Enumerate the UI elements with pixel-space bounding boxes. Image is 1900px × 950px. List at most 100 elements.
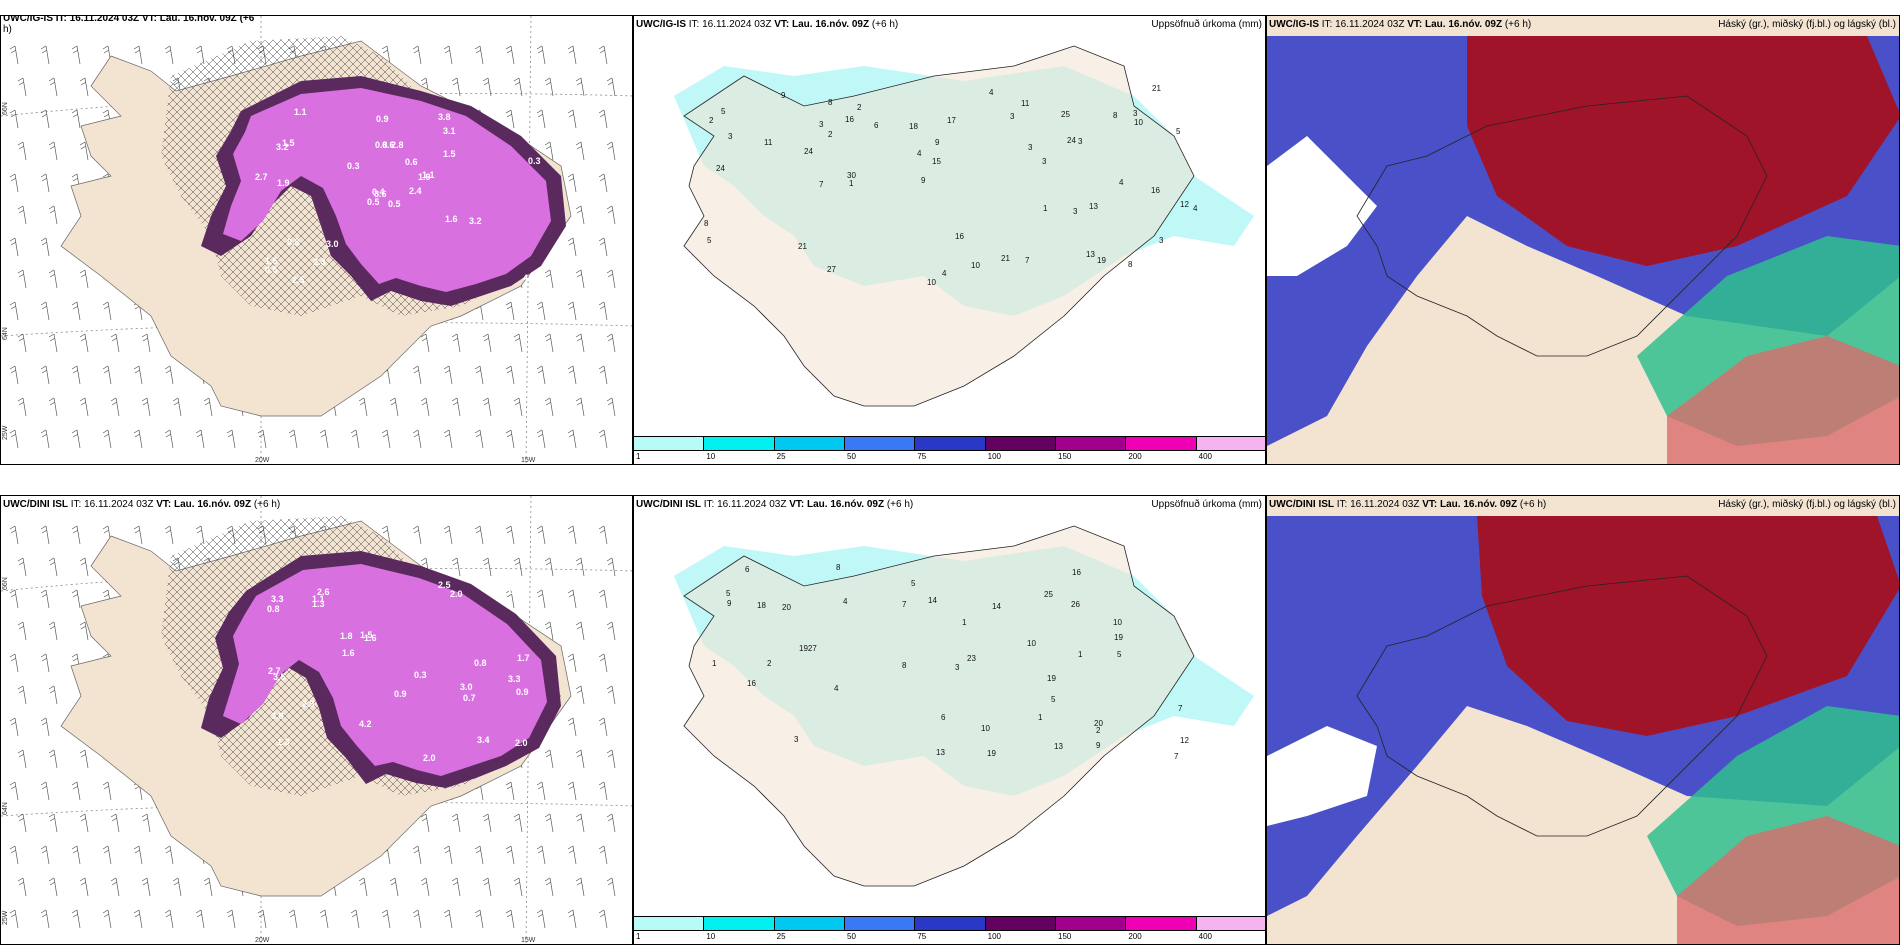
value-label: 3.2 [469, 216, 482, 226]
wind-barb [71, 109, 81, 129]
colorbar-tick: 100 [987, 932, 1002, 941]
wind-barb [9, 301, 19, 321]
wind-title-bottom: UWC/DINI ISL IT: 16.11.2024 03Z VT: Lau.… [3, 499, 281, 510]
iceland-land [683, 525, 1195, 887]
value-label: 3 [1028, 143, 1033, 152]
wind-barb [381, 525, 391, 545]
wind-barb [536, 909, 546, 929]
wind-values-top: 0.53.23.61.51.93.03.82.83.12.41.14.31.94… [255, 107, 541, 285]
wind-barb [474, 429, 484, 449]
wind-barb [575, 269, 585, 289]
value-label: 1.5 [360, 630, 373, 640]
wind-barb [48, 141, 58, 161]
wind-barb [40, 781, 50, 801]
value-label: 4.3 [523, 273, 536, 283]
wind-barb [40, 653, 50, 673]
wind-barb [40, 909, 50, 929]
wind-barb [102, 909, 112, 929]
wind-barb [226, 909, 236, 929]
value-label: 13 [1089, 202, 1098, 211]
wind-barb [9, 45, 19, 65]
coastline [1356, 95, 1768, 357]
colorbar-tick: 200 [1128, 932, 1142, 941]
wind-barb [505, 109, 515, 129]
wind-barb [575, 621, 585, 641]
wind-barb [141, 333, 151, 353]
wind-barb [381, 909, 391, 929]
value-label: 3.8 [271, 711, 284, 721]
wind-barb [79, 621, 89, 641]
value-label: 1.5 [265, 256, 278, 266]
value-label: 8 [836, 563, 841, 572]
wind-barb [606, 557, 616, 577]
colorbar-tick: 400 [1198, 932, 1213, 941]
precip-title-bottom: UWC/DINI ISL IT: 16.11.2024 03Z VT: Lau.… [636, 499, 914, 510]
wind-barb [544, 141, 554, 161]
wind-barb [544, 269, 554, 289]
wind-barb [40, 237, 50, 257]
value-label: 24 [1067, 136, 1076, 145]
value-label: 16 [1151, 186, 1160, 195]
colorbar-swatch [915, 916, 986, 931]
wind-barb [71, 301, 81, 321]
wind-barb [606, 877, 616, 897]
value-label: 7 [819, 180, 824, 189]
wind-barb [482, 333, 492, 353]
colorbar-swatch [845, 436, 916, 451]
value-label: 9 [935, 138, 940, 147]
wind-barb [133, 909, 143, 929]
value-label: 6 [941, 713, 946, 722]
wind-barb [420, 333, 430, 353]
wind-barb [598, 173, 608, 193]
value-label: 0.5 [367, 197, 380, 207]
value-label: 4 [989, 88, 994, 97]
value-label: 5 [721, 107, 726, 116]
wind-barb [443, 365, 453, 385]
colorbar-tick: 150 [1058, 452, 1072, 461]
value-label: 1.5 [443, 149, 456, 159]
value-label: 17 [947, 116, 956, 125]
colorbar-swatch [1056, 916, 1127, 931]
wind-barb [9, 781, 19, 801]
value-label: 5 [1176, 127, 1181, 136]
iceland-land [683, 45, 1195, 407]
wind-barb [505, 909, 515, 929]
wind-barb [141, 397, 151, 417]
wind-barb [536, 365, 546, 385]
colorbar-tick: 200 [1128, 452, 1142, 461]
wind-barb [164, 909, 174, 929]
wind-barb [598, 365, 608, 385]
wind-barb [505, 365, 515, 385]
value-label: 1.8 [340, 631, 353, 641]
wind-barb [164, 845, 174, 865]
value-label: 0.6 [382, 140, 395, 150]
wind-barb [575, 685, 585, 705]
value-label: 10 [981, 724, 990, 733]
wind-barb [567, 429, 577, 449]
colorbar-swatch [774, 916, 845, 931]
colorbar-swatch [1126, 436, 1197, 451]
wind-barb [164, 525, 174, 545]
value-label: 9 [1096, 741, 1101, 750]
wind-barb [9, 525, 19, 545]
value-label: 3.6 [374, 189, 387, 199]
value-label: 2 [857, 103, 862, 112]
value-label: 0.3 [347, 161, 360, 171]
coastline [1356, 575, 1768, 837]
wind-barb [567, 653, 577, 673]
lat66-label: 66N [2, 577, 9, 590]
wind-barb [203, 397, 213, 417]
colorbar-swatch [1126, 916, 1197, 931]
wind-barb [358, 877, 368, 897]
value-label: 0.3 [414, 670, 427, 680]
value-label: 4 [917, 149, 922, 158]
cloud-white-area [1267, 726, 1377, 826]
wind-barb [17, 269, 27, 289]
wind-barb [40, 589, 50, 609]
value-label: 9 [727, 599, 732, 608]
wind-barb [79, 269, 89, 289]
wind-map-top: 66N 64N 25W 20W 15W 0.5 3.2 3.6 1.5 1.9 3.0 3.… [1, 16, 632, 464]
wind-barb [606, 685, 616, 705]
wind-barb [9, 909, 19, 929]
value-label: 2 [767, 659, 772, 668]
